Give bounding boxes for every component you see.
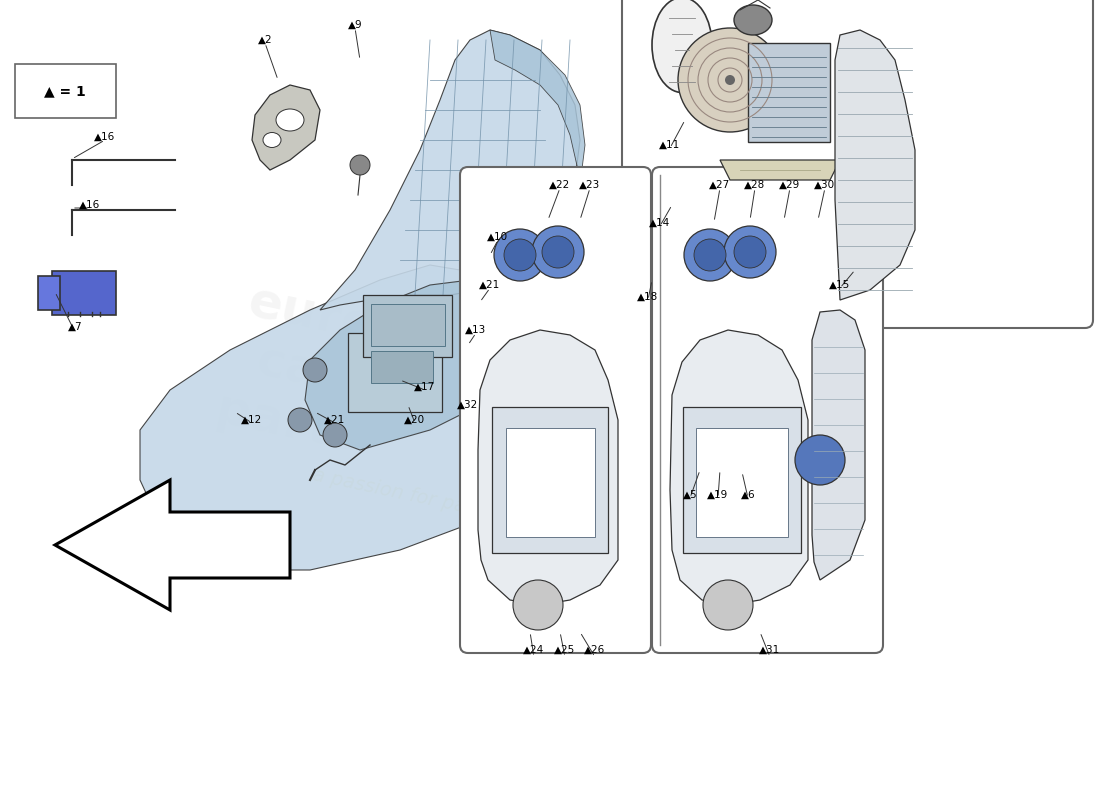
Text: ▲31: ▲31 bbox=[759, 645, 781, 655]
FancyBboxPatch shape bbox=[683, 407, 801, 553]
Text: ▲2: ▲2 bbox=[257, 35, 273, 45]
FancyBboxPatch shape bbox=[506, 428, 595, 537]
Circle shape bbox=[323, 423, 346, 447]
Text: ▲15: ▲15 bbox=[829, 280, 850, 290]
Polygon shape bbox=[140, 265, 570, 570]
Text: ▲25: ▲25 bbox=[554, 645, 575, 655]
Text: ▲22: ▲22 bbox=[549, 180, 571, 190]
Polygon shape bbox=[305, 280, 520, 450]
Text: ▲21: ▲21 bbox=[480, 280, 501, 290]
Circle shape bbox=[678, 28, 782, 132]
FancyBboxPatch shape bbox=[348, 333, 442, 412]
Circle shape bbox=[504, 239, 536, 271]
FancyBboxPatch shape bbox=[492, 407, 608, 553]
Ellipse shape bbox=[263, 133, 280, 147]
Circle shape bbox=[703, 580, 754, 630]
Circle shape bbox=[684, 229, 736, 281]
FancyBboxPatch shape bbox=[652, 167, 883, 653]
Text: ▲11: ▲11 bbox=[659, 140, 681, 150]
Polygon shape bbox=[320, 30, 580, 310]
Polygon shape bbox=[478, 330, 618, 605]
Text: ▲13: ▲13 bbox=[465, 325, 486, 335]
FancyBboxPatch shape bbox=[39, 276, 60, 310]
Polygon shape bbox=[490, 30, 585, 280]
FancyBboxPatch shape bbox=[460, 167, 651, 653]
Text: ▲32: ▲32 bbox=[458, 400, 478, 410]
Text: ▲27: ▲27 bbox=[710, 180, 730, 190]
Text: ▲5: ▲5 bbox=[683, 490, 697, 500]
FancyBboxPatch shape bbox=[363, 295, 452, 357]
Circle shape bbox=[724, 226, 776, 278]
Text: ▲9: ▲9 bbox=[348, 20, 362, 30]
FancyBboxPatch shape bbox=[621, 0, 1093, 328]
Text: ▲29: ▲29 bbox=[780, 180, 801, 190]
Circle shape bbox=[725, 75, 735, 85]
Text: ▲10: ▲10 bbox=[487, 232, 508, 242]
Circle shape bbox=[302, 358, 327, 382]
Text: ▲20: ▲20 bbox=[405, 415, 426, 425]
Polygon shape bbox=[252, 85, 320, 170]
Text: ▲12: ▲12 bbox=[241, 415, 263, 425]
Circle shape bbox=[513, 580, 563, 630]
Text: ▲17: ▲17 bbox=[415, 382, 436, 392]
FancyBboxPatch shape bbox=[15, 64, 116, 118]
FancyBboxPatch shape bbox=[371, 351, 433, 383]
Circle shape bbox=[532, 226, 584, 278]
Polygon shape bbox=[812, 310, 865, 580]
FancyBboxPatch shape bbox=[52, 271, 116, 315]
Circle shape bbox=[542, 236, 574, 268]
Circle shape bbox=[288, 408, 312, 432]
Text: ▲21: ▲21 bbox=[324, 415, 345, 425]
Text: ▲26: ▲26 bbox=[584, 645, 606, 655]
Circle shape bbox=[795, 435, 845, 485]
Ellipse shape bbox=[276, 109, 304, 131]
Text: ▲24: ▲24 bbox=[524, 645, 544, 655]
Ellipse shape bbox=[652, 0, 712, 93]
Text: ▲6: ▲6 bbox=[740, 490, 756, 500]
Text: ▲23: ▲23 bbox=[580, 180, 601, 190]
FancyBboxPatch shape bbox=[371, 304, 446, 346]
Circle shape bbox=[694, 239, 726, 271]
Ellipse shape bbox=[734, 5, 772, 35]
Circle shape bbox=[350, 155, 370, 175]
Text: ▲30: ▲30 bbox=[814, 180, 836, 190]
Text: ▲14: ▲14 bbox=[649, 218, 671, 228]
Polygon shape bbox=[720, 160, 840, 180]
Polygon shape bbox=[670, 330, 808, 605]
Text: a passion for parts since: a passion for parts since bbox=[311, 466, 549, 534]
Text: ▲7: ▲7 bbox=[68, 322, 82, 332]
Polygon shape bbox=[55, 480, 290, 610]
Polygon shape bbox=[835, 30, 915, 300]
Text: ▲ = 1: ▲ = 1 bbox=[44, 84, 86, 98]
Text: ▲16: ▲16 bbox=[79, 200, 100, 210]
FancyBboxPatch shape bbox=[696, 428, 788, 537]
Text: ▲16: ▲16 bbox=[95, 132, 116, 142]
FancyBboxPatch shape bbox=[748, 43, 830, 142]
Text: ▲28: ▲28 bbox=[745, 180, 766, 190]
Text: ▲19: ▲19 bbox=[707, 490, 728, 500]
Text: euro
car
parts: euro car parts bbox=[211, 277, 389, 463]
Text: ▲18: ▲18 bbox=[637, 292, 659, 302]
Circle shape bbox=[494, 229, 546, 281]
Circle shape bbox=[734, 236, 766, 268]
